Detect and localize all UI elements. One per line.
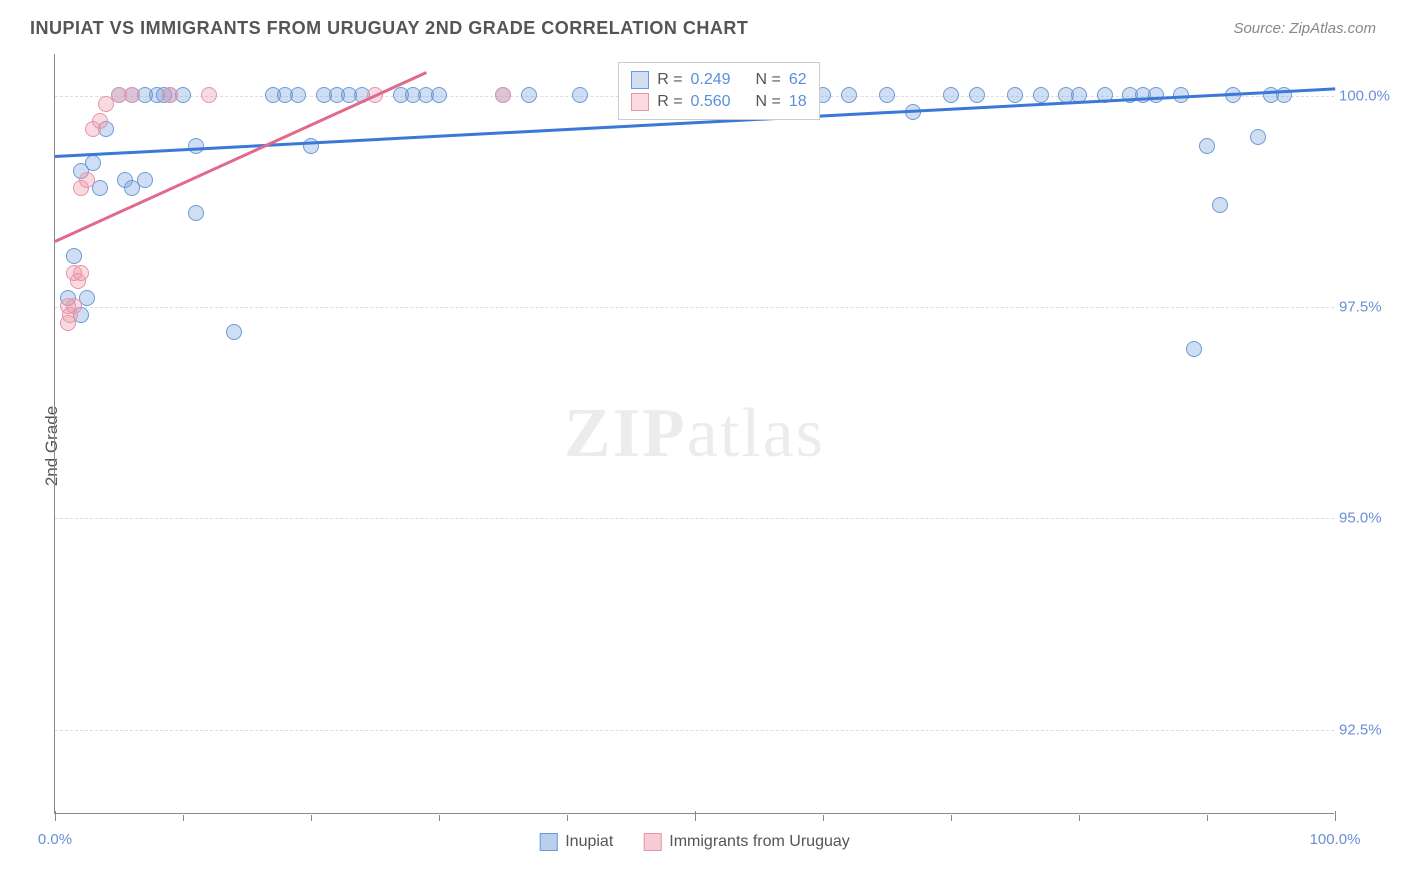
series-legend: Inupiat Immigrants from Uruguay — [539, 833, 850, 851]
gridline — [55, 307, 1334, 308]
header: INUPIAT VS IMMIGRANTS FROM URUGUAY 2ND G… — [0, 0, 1406, 49]
data-point — [572, 87, 588, 103]
data-point — [79, 172, 95, 188]
data-point — [943, 87, 959, 103]
x-tick-minor — [1207, 815, 1208, 821]
data-point — [431, 87, 447, 103]
y-tick-label: 92.5% — [1339, 721, 1394, 738]
data-point — [1212, 197, 1228, 213]
scatter-chart: ZIPatlas 92.5%95.0%97.5%100.0%0.0%100.0%… — [54, 54, 1334, 814]
x-tick-minor — [951, 815, 952, 821]
y-tick-label: 95.0% — [1339, 510, 1394, 527]
data-point — [85, 155, 101, 171]
data-point — [1199, 138, 1215, 154]
stats-legend: R = 0.249 N = 62R = 0.560 N = 18 — [618, 62, 819, 120]
x-tick-major — [695, 811, 696, 821]
x-tick-major — [55, 811, 56, 821]
x-tick-minor — [183, 815, 184, 821]
data-point — [521, 87, 537, 103]
y-tick-label: 97.5% — [1339, 299, 1394, 316]
x-tick-major — [1335, 811, 1336, 821]
data-point — [188, 205, 204, 221]
gridline — [55, 518, 1334, 519]
data-point — [162, 87, 178, 103]
data-point — [73, 265, 89, 281]
y-tick-label: 100.0% — [1339, 88, 1394, 105]
data-point — [1007, 87, 1023, 103]
data-point — [879, 87, 895, 103]
x-tick-minor — [823, 815, 824, 821]
x-tick-label: 100.0% — [1310, 831, 1361, 848]
data-point — [1148, 87, 1164, 103]
legend-item: Immigrants from Uruguay — [643, 833, 850, 851]
data-point — [66, 298, 82, 314]
data-point — [201, 87, 217, 103]
data-point — [841, 87, 857, 103]
data-point — [290, 87, 306, 103]
data-point — [137, 172, 153, 188]
stats-legend-row: R = 0.560 N = 18 — [631, 91, 806, 113]
x-tick-minor — [439, 815, 440, 821]
data-point — [1186, 341, 1202, 357]
legend-item: Inupiat — [539, 833, 613, 851]
data-point — [66, 248, 82, 264]
x-tick-minor — [567, 815, 568, 821]
watermark: ZIPatlas — [564, 394, 825, 474]
gridline — [55, 730, 1334, 731]
data-point — [92, 113, 108, 129]
stats-legend-row: R = 0.249 N = 62 — [631, 69, 806, 91]
x-tick-minor — [1079, 815, 1080, 821]
source-attribution: Source: ZipAtlas.com — [1233, 20, 1376, 37]
chart-title: INUPIAT VS IMMIGRANTS FROM URUGUAY 2ND G… — [30, 18, 748, 39]
data-point — [1033, 87, 1049, 103]
data-point — [495, 87, 511, 103]
data-point — [1250, 129, 1266, 145]
x-tick-minor — [311, 815, 312, 821]
data-point — [124, 87, 140, 103]
data-point — [226, 324, 242, 340]
data-point — [969, 87, 985, 103]
x-tick-label: 0.0% — [38, 831, 72, 848]
data-point — [188, 138, 204, 154]
